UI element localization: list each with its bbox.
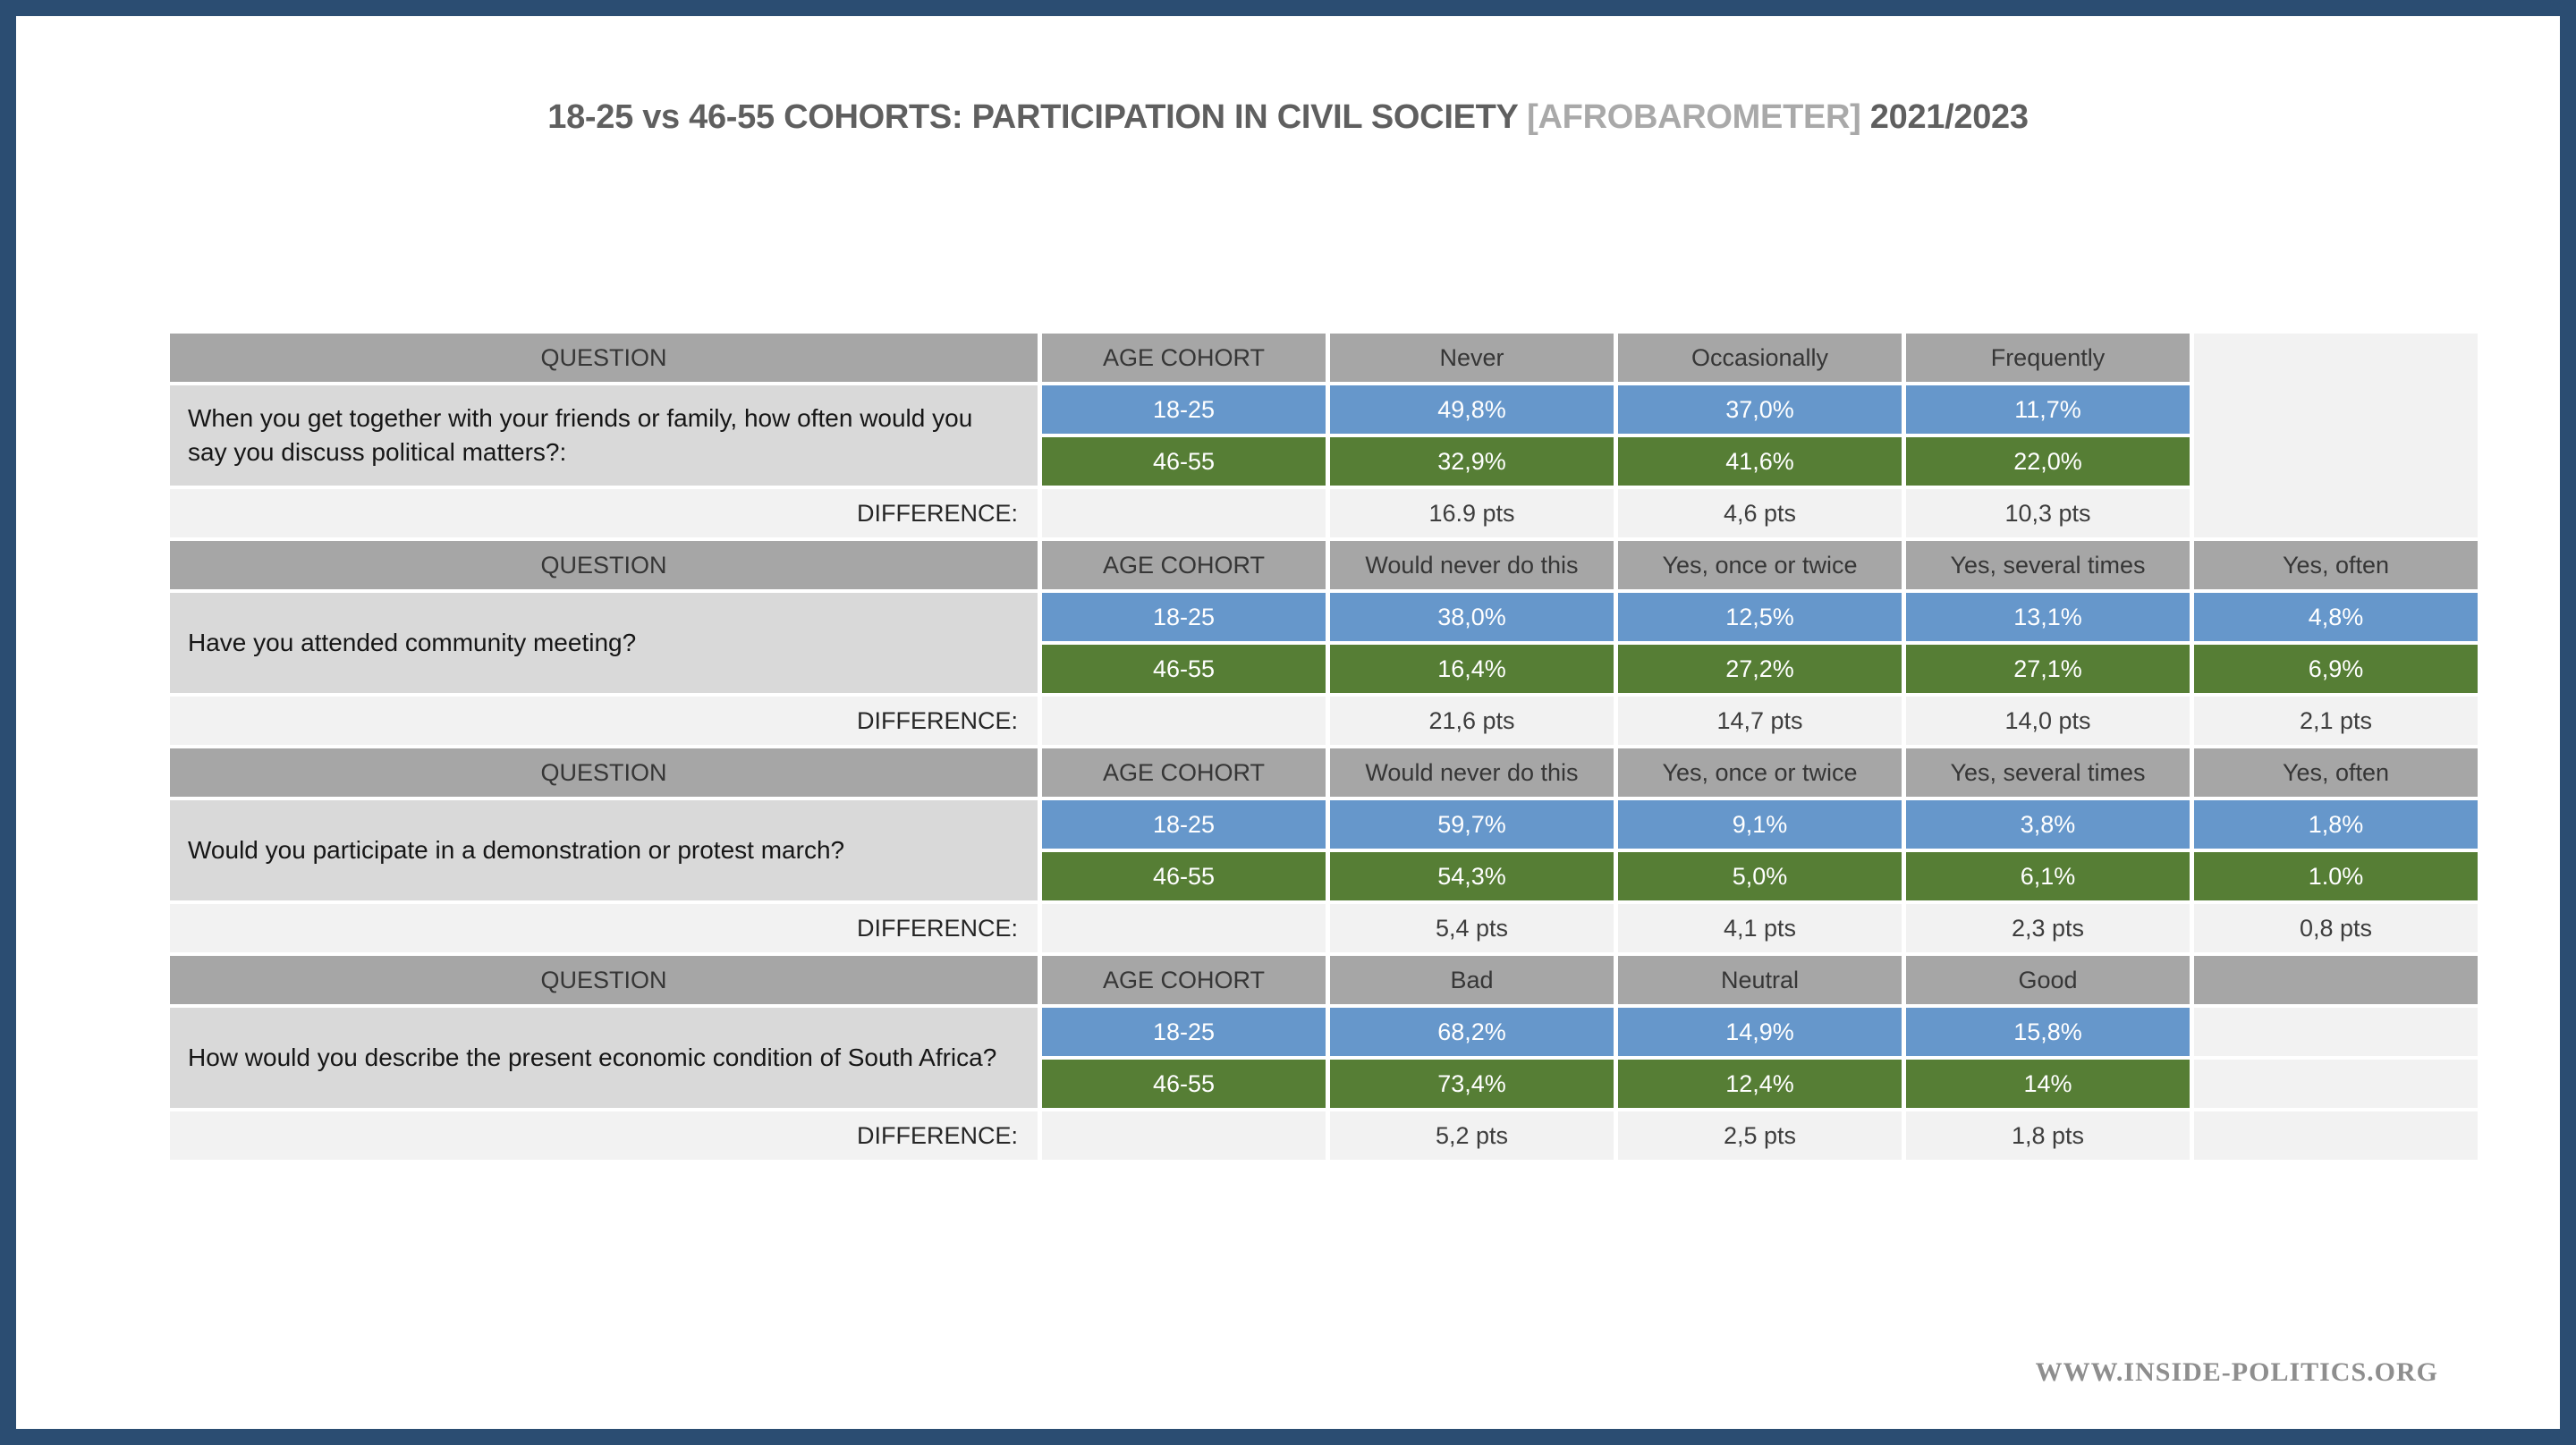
cohort-row-label: 46-55 (1042, 852, 1326, 900)
empty-cell (1042, 1111, 1326, 1160)
value-cell: 27,2% (1618, 645, 1902, 693)
column-header-response: Yes, often (2194, 748, 2478, 797)
value-cell: 41,6% (1618, 437, 1902, 486)
title-year: 2021/2023 (1869, 98, 2029, 136)
difference-value: 1,8 pts (1906, 1111, 2190, 1160)
difference-value: 16.9 pts (1330, 489, 1614, 537)
cohort-row-label: 18-25 (1042, 593, 1326, 641)
cohort-row-label: 18-25 (1042, 1008, 1326, 1056)
column-header-response: Yes, once or twice (1618, 748, 1902, 797)
value-cell: 5,0% (1618, 852, 1902, 900)
column-header-response: Bad (1330, 956, 1614, 1004)
column-header-age-cohort: AGE COHORT (1042, 956, 1326, 1004)
cohort-row-label: 46-55 (1042, 1060, 1326, 1108)
difference-value: 10,3 pts (1906, 489, 2190, 537)
difference-label: DIFFERENCE: (170, 1111, 1038, 1160)
value-cell: 54,3% (1330, 852, 1614, 900)
value-cell: 14% (1906, 1060, 2190, 1108)
value-cell: 4,8% (2194, 593, 2478, 641)
column-header-response: Yes, several times (1906, 541, 2190, 589)
value-cell: 49,8% (1330, 385, 1614, 434)
difference-value: 5,4 pts (1330, 904, 1614, 952)
value-cell: 38,0% (1330, 593, 1614, 641)
question-cell: Would you participate in a demonstration… (170, 800, 1038, 900)
empty-header-cell (2194, 956, 2478, 1004)
difference-value: 5,2 pts (1330, 1111, 1614, 1160)
value-cell: 22,0% (1906, 437, 2190, 486)
empty-cell (2194, 1060, 2478, 1108)
column-header-age-cohort: AGE COHORT (1042, 748, 1326, 797)
column-header-response: Would never do this (1330, 541, 1614, 589)
difference-value: 0,8 pts (2194, 904, 2478, 952)
value-cell: 27,1% (1906, 645, 2190, 693)
column-header-question: QUESTION (170, 334, 1038, 382)
column-header-question: QUESTION (170, 956, 1038, 1004)
column-header-response: Good (1906, 956, 2190, 1004)
difference-label: DIFFERENCE: (170, 904, 1038, 952)
column-header-response: Occasionally (1618, 334, 1902, 382)
empty-cell (2194, 1008, 2478, 1056)
difference-value: 2,3 pts (1906, 904, 2190, 952)
title-main: 18-25 vs 46-55 COHORTS: PARTICIPATION IN… (547, 98, 1518, 136)
column-header-response: Never (1330, 334, 1614, 382)
question-cell: When you get together with your friends … (170, 385, 1038, 486)
difference-label: DIFFERENCE: (170, 697, 1038, 745)
difference-value: 21,6 pts (1330, 697, 1614, 745)
column-header-response: Would never do this (1330, 748, 1614, 797)
column-header-question: QUESTION (170, 541, 1038, 589)
column-header-response: Yes, several times (1906, 748, 2190, 797)
column-header-question: QUESTION (170, 748, 1038, 797)
value-cell: 68,2% (1330, 1008, 1614, 1056)
difference-value: 14,0 pts (1906, 697, 2190, 745)
cohort-row-label: 46-55 (1042, 437, 1326, 486)
value-cell: 12,4% (1618, 1060, 1902, 1108)
empty-cell (1042, 489, 1326, 537)
cohort-row-label: 46-55 (1042, 645, 1326, 693)
column-header-response: Yes, once or twice (1618, 541, 1902, 589)
cohort-row-label: 18-25 (1042, 800, 1326, 849)
value-cell: 37,0% (1618, 385, 1902, 434)
difference-value: 14,7 pts (1618, 697, 1902, 745)
empty-cell (2194, 334, 2478, 537)
comparison-table: QUESTION AGE COHORT Never Occasionally F… (170, 334, 2478, 1160)
empty-cell (1042, 697, 1326, 745)
column-header-age-cohort: AGE COHORT (1042, 334, 1326, 382)
question-cell: How would you describe the present econo… (170, 1008, 1038, 1108)
cohort-row-label: 18-25 (1042, 385, 1326, 434)
value-cell: 59,7% (1330, 800, 1614, 849)
question-cell: Have you attended community meeting? (170, 593, 1038, 693)
column-header-response: Neutral (1618, 956, 1902, 1004)
page-title: 18-25 vs 46-55 COHORTS: PARTICIPATION IN… (16, 98, 2560, 137)
title-source: [AFROBAROMETER] (1527, 98, 1861, 136)
value-cell: 6,1% (1906, 852, 2190, 900)
column-header-age-cohort: AGE COHORT (1042, 541, 1326, 589)
value-cell: 12,5% (1618, 593, 1902, 641)
empty-cell (1042, 904, 1326, 952)
value-cell: 14,9% (1618, 1008, 1902, 1056)
value-cell: 1,8% (2194, 800, 2478, 849)
difference-value: 2,5 pts (1618, 1111, 1902, 1160)
difference-label: DIFFERENCE: (170, 489, 1038, 537)
empty-cell (2194, 1111, 2478, 1160)
value-cell: 16,4% (1330, 645, 1614, 693)
watermark: WWW.INSIDE-POLITICS.ORG (2035, 1357, 2438, 1387)
value-cell: 9,1% (1618, 800, 1902, 849)
value-cell: 32,9% (1330, 437, 1614, 486)
difference-value: 4,6 pts (1618, 489, 1902, 537)
value-cell: 3,8% (1906, 800, 2190, 849)
difference-value: 2,1 pts (2194, 697, 2478, 745)
value-cell: 13,1% (1906, 593, 2190, 641)
value-cell: 6,9% (2194, 645, 2478, 693)
value-cell: 15,8% (1906, 1008, 2190, 1056)
value-cell: 1.0% (2194, 852, 2478, 900)
value-cell: 11,7% (1906, 385, 2190, 434)
value-cell: 73,4% (1330, 1060, 1614, 1108)
column-header-response: Frequently (1906, 334, 2190, 382)
column-header-response: Yes, often (2194, 541, 2478, 589)
difference-value: 4,1 pts (1618, 904, 1902, 952)
